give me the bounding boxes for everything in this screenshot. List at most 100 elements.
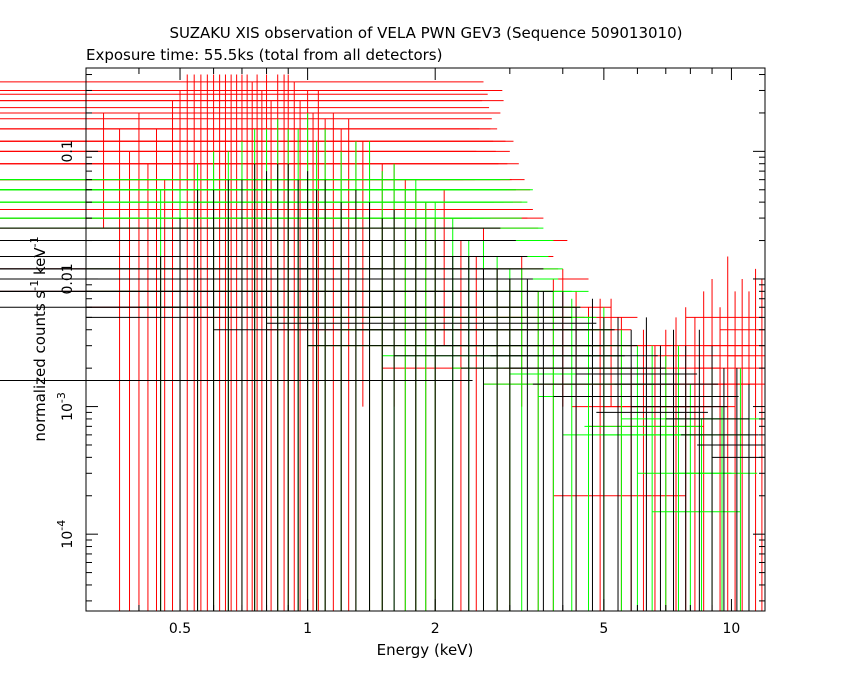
data-point xyxy=(0,189,549,611)
data-point xyxy=(538,317,679,611)
data-point xyxy=(0,141,513,611)
data-point xyxy=(0,202,559,611)
data-point xyxy=(0,179,516,611)
data-point xyxy=(435,268,638,407)
data-point xyxy=(0,163,501,611)
axes-layer: 0.5 1 2 5 10 10-4 10-3 0.01 0.1 xyxy=(55,68,765,637)
x-tick-label: 10 xyxy=(723,621,741,637)
data-point xyxy=(665,345,749,611)
data-point xyxy=(0,151,522,611)
data-point xyxy=(637,384,732,611)
data-point xyxy=(649,329,739,611)
data-point xyxy=(266,268,597,611)
data-point xyxy=(720,268,765,611)
data-point xyxy=(138,256,581,611)
series-layer xyxy=(0,74,765,611)
data-point xyxy=(86,189,568,346)
data-point xyxy=(0,179,549,611)
data-point xyxy=(0,171,539,611)
data-point xyxy=(86,202,563,611)
data-point xyxy=(576,317,698,611)
data-point xyxy=(0,118,516,611)
data-point xyxy=(0,128,516,611)
chart-subtitle: Exposure time: 55.5ks (total from all de… xyxy=(86,46,442,64)
data-point xyxy=(631,307,728,611)
y-tick-label: 10-4 xyxy=(55,520,76,549)
y-tick-label: 0.01 xyxy=(60,263,76,294)
data-point xyxy=(678,406,758,611)
data-point xyxy=(0,189,528,611)
y-tick-label: 0.1 xyxy=(60,140,76,162)
data-point xyxy=(697,368,765,611)
data-point xyxy=(483,307,655,611)
data-point xyxy=(694,291,765,611)
data-point xyxy=(0,189,554,611)
y-axis-label: normalized counts s-1 keV-1 xyxy=(28,236,49,441)
data-point xyxy=(603,355,713,611)
y-tick-label: 10-3 xyxy=(55,392,76,421)
data-point xyxy=(86,240,577,611)
data-point xyxy=(86,218,572,611)
x-tick-label: 5 xyxy=(599,621,608,637)
data-point xyxy=(614,329,719,611)
data-point xyxy=(618,317,721,611)
data-point xyxy=(382,291,622,611)
data-point xyxy=(483,317,655,611)
data-point xyxy=(676,307,756,611)
data-point xyxy=(355,278,615,611)
data-point xyxy=(213,228,589,369)
data-point xyxy=(521,298,671,407)
data-point xyxy=(712,384,765,611)
chart-title: SUZAKU XIS observation of VELA PWN GEV3 … xyxy=(169,24,682,42)
data-point xyxy=(631,345,728,611)
data-point xyxy=(596,345,708,611)
data-point xyxy=(266,268,597,611)
data-point xyxy=(415,278,632,611)
data-point xyxy=(86,256,572,611)
data-point xyxy=(0,163,539,611)
data-point xyxy=(680,368,759,611)
plot-frame xyxy=(85,67,766,612)
data-point xyxy=(0,163,544,407)
data-point xyxy=(509,317,666,611)
data-series-3 xyxy=(0,163,765,611)
data-point xyxy=(0,128,522,611)
data-point xyxy=(0,179,507,611)
data-point xyxy=(621,345,722,611)
data-point xyxy=(213,240,589,611)
data-point xyxy=(0,202,559,611)
data-point xyxy=(307,268,604,611)
data-point xyxy=(138,240,581,611)
data-point xyxy=(266,256,597,611)
data-point xyxy=(0,112,519,611)
x-tick-label: 2 xyxy=(431,621,440,637)
data-point xyxy=(490,298,658,611)
data-point xyxy=(213,268,589,611)
data-point xyxy=(0,202,522,611)
x-axis-label: Energy (keV) xyxy=(377,641,474,659)
data-point xyxy=(603,329,713,611)
data-point xyxy=(0,209,544,611)
data-point xyxy=(0,141,528,611)
data-point xyxy=(307,278,604,611)
data-point xyxy=(562,345,691,611)
data-point xyxy=(0,141,528,611)
data-point xyxy=(0,228,554,611)
data-point xyxy=(0,128,507,611)
data-point xyxy=(0,141,531,407)
data-point xyxy=(382,291,622,611)
data-point xyxy=(654,291,743,611)
data-point xyxy=(435,291,638,611)
data-point xyxy=(509,307,666,611)
data-point xyxy=(0,163,544,611)
data-point xyxy=(86,218,563,611)
data-point xyxy=(0,218,539,611)
data-point xyxy=(652,418,741,611)
data-point xyxy=(643,317,736,611)
data-point xyxy=(307,278,604,611)
data-point xyxy=(86,240,563,611)
data-point xyxy=(538,329,679,611)
x-tick-label: 1 xyxy=(303,621,312,637)
x-tick-label: 0.5 xyxy=(169,621,191,637)
